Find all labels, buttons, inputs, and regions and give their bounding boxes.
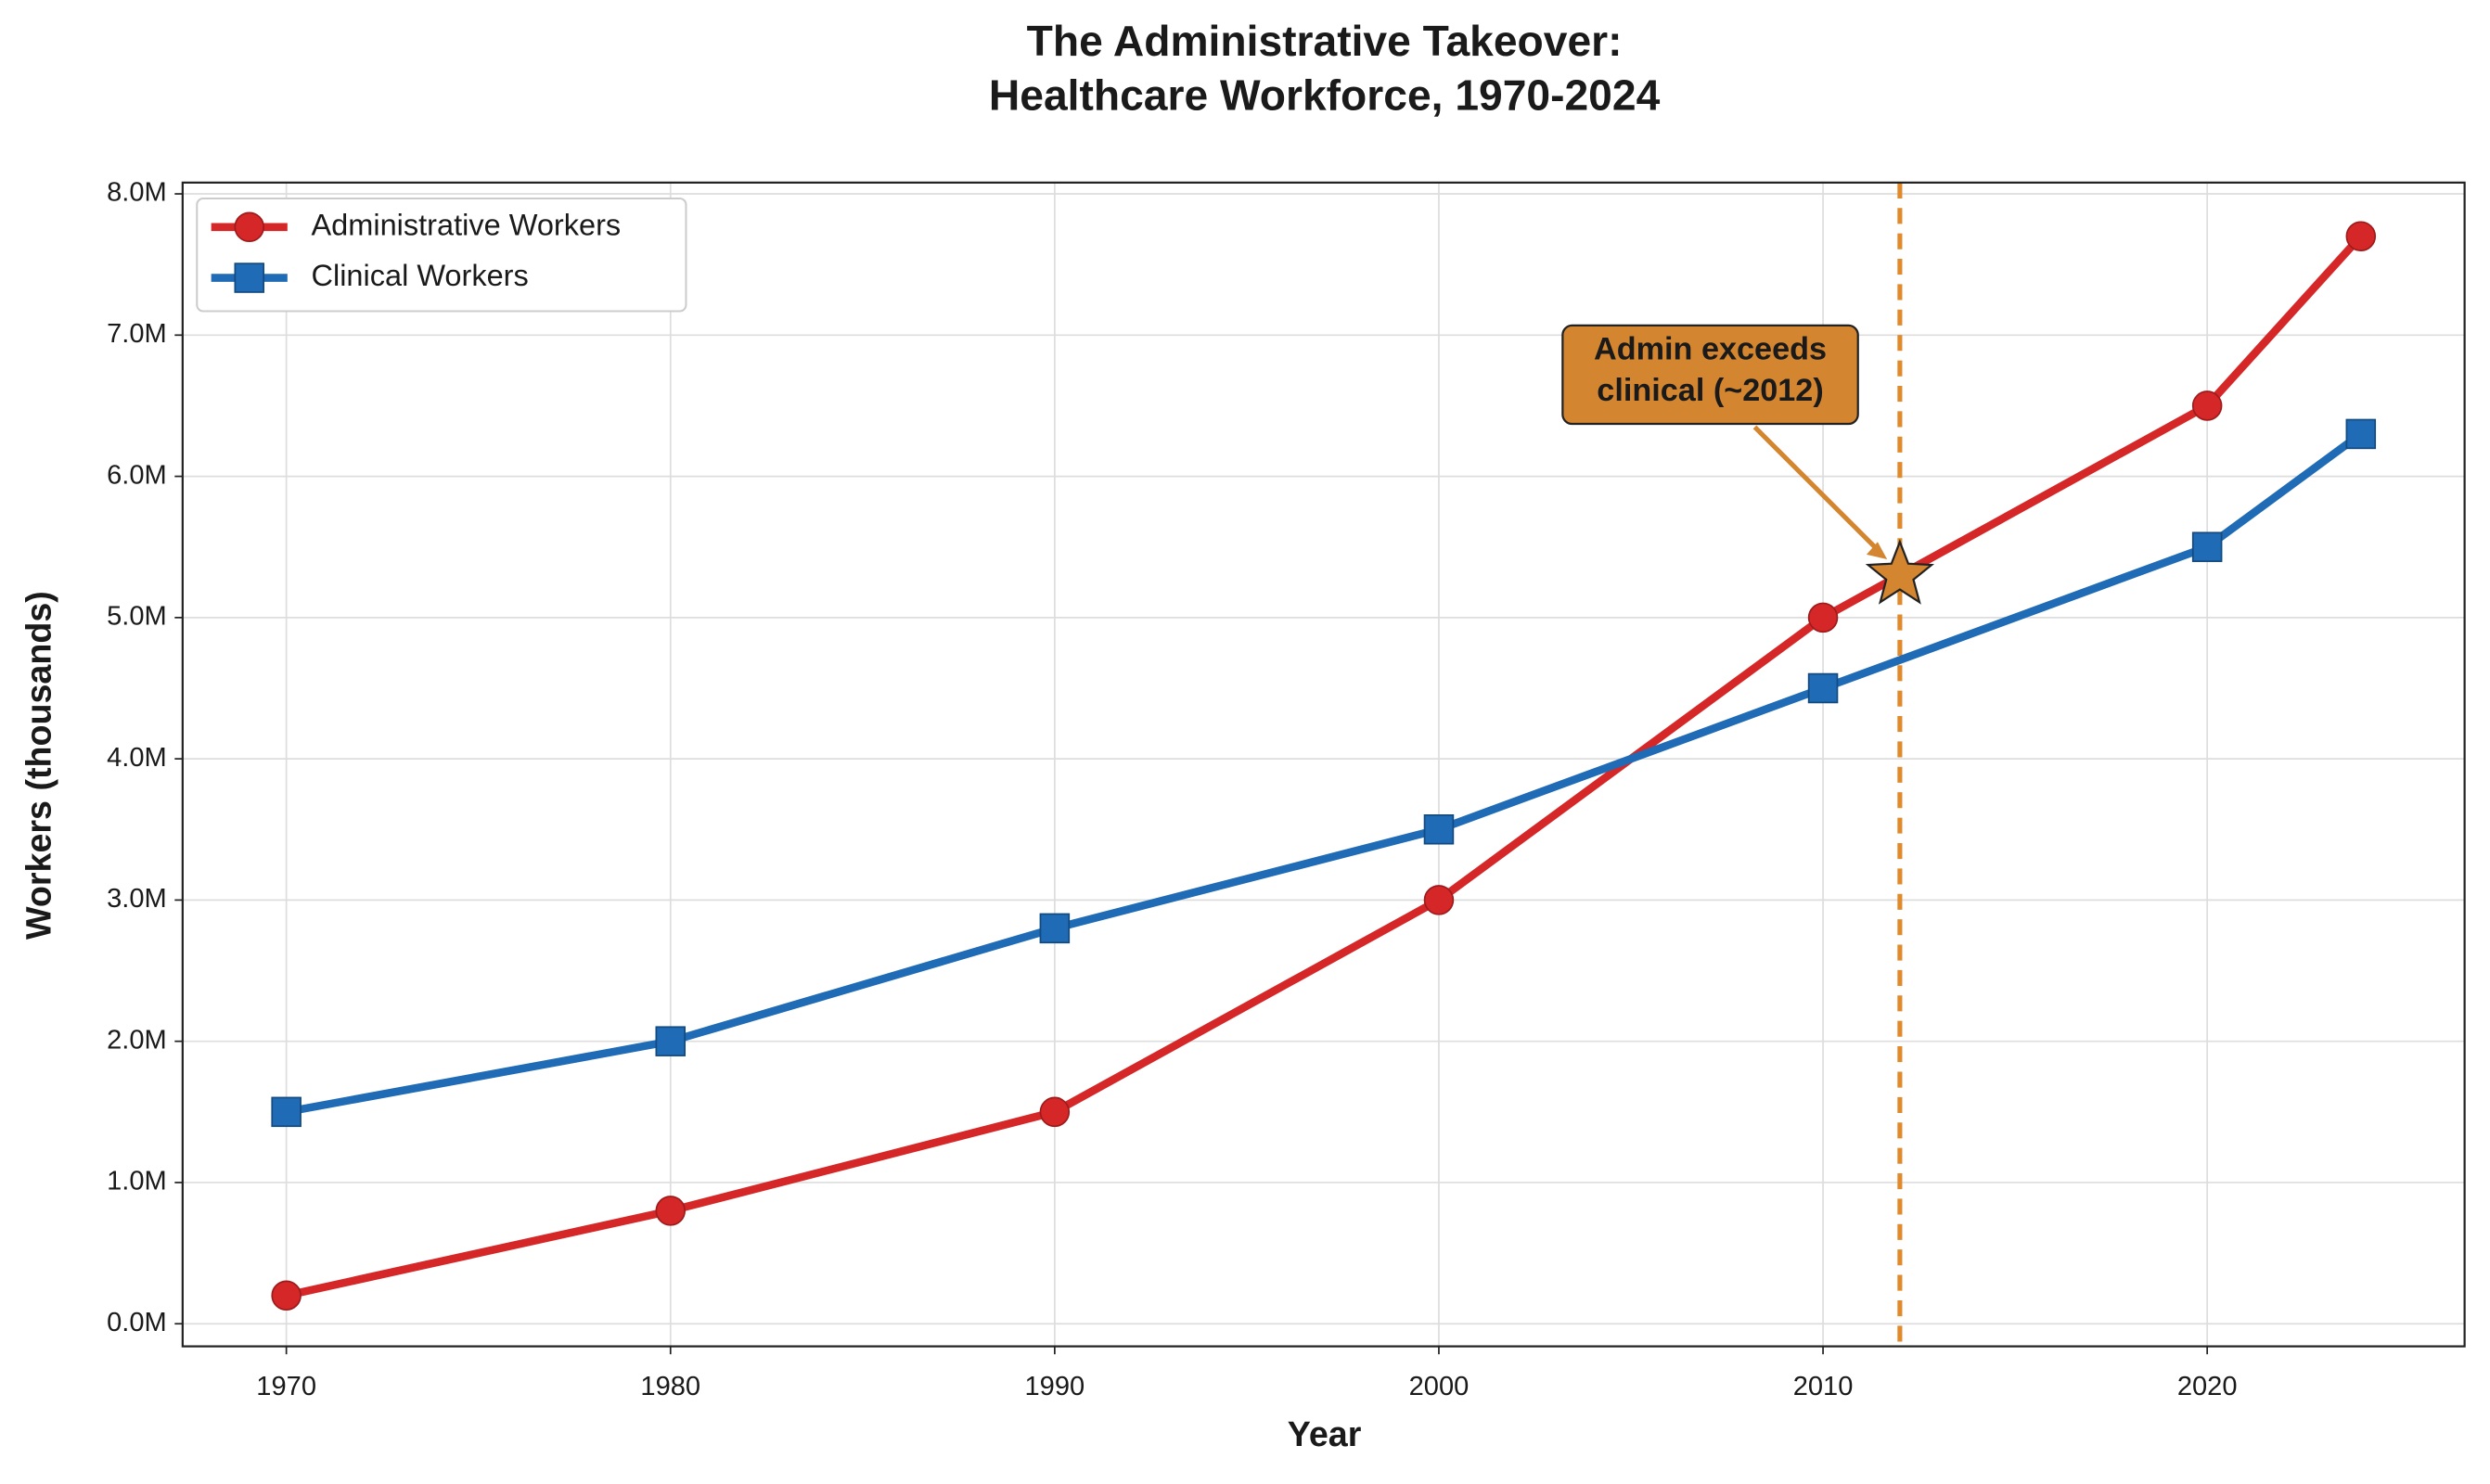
- marker: [2345, 418, 2377, 450]
- annotation-star: [1865, 539, 1935, 605]
- x-tick-label: 1970: [256, 1372, 316, 1401]
- x-tick-label: 1980: [640, 1372, 700, 1401]
- x-tick-label: 2020: [2177, 1372, 2238, 1401]
- marker: [271, 1280, 302, 1311]
- series-line: [285, 233, 2364, 1299]
- y-tick-label: 3.0M: [107, 884, 167, 914]
- chart-title: The Administrative Takeover:: [1027, 17, 1623, 65]
- marker: [271, 1096, 302, 1128]
- x-tick-label: 1990: [1025, 1372, 1085, 1401]
- marker: [2345, 221, 2377, 251]
- annotation-arrowhead: [1866, 542, 1888, 560]
- y-axis-label: Workers (thousands): [19, 591, 58, 940]
- marker: [1423, 814, 1455, 845]
- chart-title: Healthcare Workforce, 1970-2024: [989, 70, 1661, 119]
- y-tick-label: 1.0M: [107, 1167, 167, 1196]
- marker: [1807, 672, 1839, 704]
- annotation-arrow: [1752, 425, 1883, 556]
- marker: [655, 1026, 687, 1056]
- marker: [1423, 885, 1455, 915]
- marker: [234, 262, 265, 293]
- y-tick-label: 6.0M: [107, 460, 167, 490]
- marker: [234, 211, 265, 243]
- grid: [182, 182, 2465, 1347]
- series-line: [285, 430, 2364, 1117]
- marker: [1039, 1096, 1071, 1128]
- y-tick-label: 7.0M: [107, 319, 167, 349]
- annotation-text: clinical (~2012): [1597, 373, 1823, 408]
- marker: [1039, 913, 1071, 944]
- plot: [271, 182, 2377, 1347]
- marker: [2191, 531, 2223, 562]
- plot-frame: [181, 181, 2466, 1348]
- y-tick-label: 4.0M: [107, 743, 167, 773]
- y-tick-label: 0.0M: [107, 1308, 167, 1337]
- marker: [655, 1196, 687, 1226]
- x-tick-label: 2010: [1793, 1372, 1854, 1401]
- legend-label: Clinical Workers: [312, 259, 529, 292]
- legend-label: Administrative Workers: [312, 208, 622, 241]
- legend-box: [196, 197, 687, 313]
- x-tick-label: 2000: [1409, 1372, 1470, 1401]
- x-axis-label: Year: [1288, 1414, 1362, 1453]
- y-tick-label: 8.0M: [107, 178, 167, 208]
- marker: [2191, 390, 2223, 421]
- annotation-box: [1561, 324, 1859, 426]
- y-tick-label: 2.0M: [107, 1025, 167, 1055]
- marker: [1807, 602, 1839, 633]
- annotation-text: Admin exceeds: [1594, 331, 1827, 366]
- y-tick-label: 5.0M: [107, 602, 167, 632]
